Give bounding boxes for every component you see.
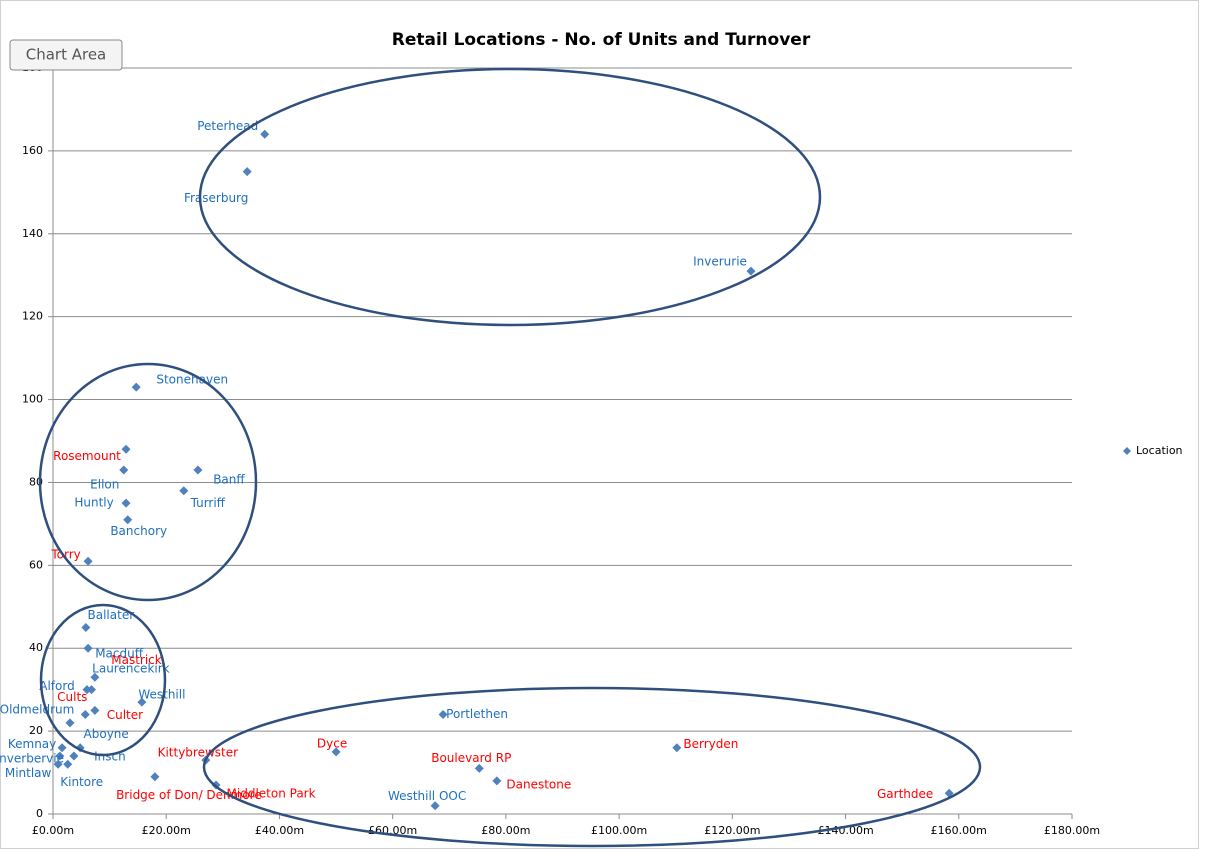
plot: 020406080100120140160180£0.00m£20.00m£40…	[0, 61, 1183, 837]
point-label: Culter	[107, 708, 143, 722]
point-label: Torry	[50, 548, 80, 562]
point	[150, 772, 160, 782]
y-tick-label: 40	[29, 641, 43, 654]
point-label: Middleton Park	[227, 786, 316, 800]
point	[83, 556, 93, 566]
point-label: Aboyne	[84, 727, 129, 741]
point-label: Mintlaw	[5, 766, 52, 780]
x-tick-label: £140.00m	[817, 824, 873, 837]
x-tick-label: £0.00m	[32, 824, 74, 837]
point-label: Inverbervie	[0, 751, 64, 765]
point	[193, 465, 203, 475]
chart-title: Retail Locations - No. of Units and Turn…	[392, 30, 811, 50]
legend-label: Location	[1136, 444, 1183, 457]
point	[65, 718, 75, 728]
point	[82, 685, 92, 695]
legend-marker	[1123, 447, 1131, 455]
point	[331, 747, 341, 757]
y-tick-label: 160	[22, 144, 43, 157]
point	[90, 672, 100, 682]
point-label: Garthdee	[877, 787, 933, 801]
x-tick-label: £80.00m	[481, 824, 530, 837]
point	[57, 743, 67, 753]
point-label: Rosemount	[53, 449, 121, 463]
point	[86, 685, 96, 695]
point	[746, 266, 756, 276]
y-tick-label: 140	[22, 227, 43, 240]
point-label: Danestone	[506, 777, 571, 791]
point-label: Mastrick	[111, 653, 162, 667]
point	[90, 705, 100, 715]
point-label: Cults	[57, 690, 87, 704]
point-label: Kintore	[60, 775, 103, 789]
y-tick-label: 0	[36, 807, 43, 820]
x-tick-label: £160.00m	[931, 824, 987, 837]
point-label: Westhill	[138, 688, 185, 702]
cluster-ellipse	[202, 686, 982, 848]
y-tick-label: 100	[22, 393, 43, 406]
point-label: Dyce	[317, 736, 347, 750]
point	[121, 498, 131, 508]
cluster-ellipse	[38, 362, 258, 602]
point-label: Turriff	[190, 496, 226, 510]
x-tick-label: £20.00m	[142, 824, 191, 837]
point-label: Portlethen	[446, 707, 508, 721]
cluster-ellipse	[198, 67, 822, 327]
point	[242, 167, 252, 177]
point	[430, 801, 440, 811]
point-label: Kemnay	[8, 737, 56, 751]
point-label: Ellon	[90, 478, 119, 492]
tooltip-box	[9, 39, 123, 71]
point	[55, 751, 65, 761]
point	[83, 643, 93, 653]
point-label: Laurencekirk	[92, 662, 170, 676]
point-label: Peterhead	[197, 119, 258, 133]
y-tick-label: 60	[29, 558, 43, 571]
point-label: Fraserburg	[184, 191, 248, 205]
y-tick-label: 120	[22, 310, 43, 323]
x-tick-label: £40.00m	[255, 824, 304, 837]
x-tick-label: £100.00m	[591, 824, 647, 837]
y-tick-label: 20	[29, 724, 43, 737]
point	[672, 743, 682, 753]
x-tick-label: £180.00m	[1044, 824, 1100, 837]
point	[492, 776, 502, 786]
point	[121, 444, 131, 454]
point	[438, 710, 448, 720]
point-label: Westhill OOC	[388, 789, 466, 803]
point-label: Oldmeldrum	[0, 702, 74, 716]
point-label: Ballater	[88, 608, 135, 622]
point-label: Alford	[39, 679, 74, 693]
point	[260, 129, 270, 139]
point	[131, 382, 141, 392]
point-label: Boulevard RP	[431, 751, 511, 765]
point-label: Banchory	[110, 524, 167, 538]
point-label: Macduff	[95, 647, 144, 661]
point	[69, 751, 79, 761]
point	[123, 515, 133, 525]
tooltip-text: Chart Area	[26, 46, 107, 64]
point	[119, 465, 129, 475]
point	[81, 623, 91, 632]
cluster-ellipse	[39, 603, 167, 757]
point	[474, 763, 484, 773]
point	[53, 759, 63, 769]
point-label: Inverurie	[693, 255, 747, 269]
point	[63, 759, 73, 769]
point-label: Huntly	[74, 496, 113, 510]
point-label: Berryden	[683, 737, 738, 751]
point-label: Kittybrewster	[158, 746, 239, 760]
point	[179, 486, 189, 496]
point	[80, 710, 90, 720]
point-label: Stonehaven	[156, 373, 228, 387]
point	[137, 697, 147, 707]
x-tick-label: £120.00m	[704, 824, 760, 837]
tooltip: Chart Area	[9, 39, 123, 71]
point-label: Banff	[213, 473, 245, 487]
